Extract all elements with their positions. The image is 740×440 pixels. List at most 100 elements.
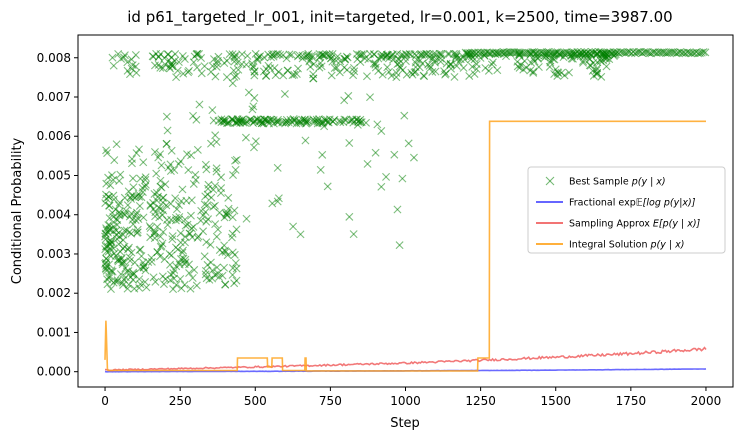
scatter-point-stroke (567, 48, 576, 57)
scatter-point-stroke (129, 183, 138, 192)
scatter-point-stroke (232, 51, 241, 60)
scatter-point-stroke (288, 71, 297, 80)
scatter-point (593, 64, 601, 73)
scatter-point-stroke (336, 57, 345, 66)
scatter-point-stroke (287, 50, 296, 59)
scatter-point (152, 169, 161, 178)
scatter-point-stroke (116, 247, 125, 256)
scatter-point (127, 248, 136, 257)
scatter-point (156, 232, 165, 241)
scatter-point-stroke (103, 149, 112, 158)
scatter-point-stroke (192, 115, 201, 124)
scatter-point-stroke (214, 52, 223, 61)
scatter-point (160, 53, 169, 62)
scatter-point-stroke (428, 67, 437, 76)
scatter-point-stroke (250, 67, 259, 76)
scatter-point (231, 156, 240, 165)
scatter-point (102, 146, 111, 155)
scatter-point (184, 166, 193, 175)
scatter-point-stroke (395, 59, 404, 68)
scatter-point (199, 211, 208, 220)
scatter-point (113, 234, 121, 243)
scatter-point-stroke (273, 115, 282, 124)
scatter-point (267, 53, 276, 62)
scatter-point-stroke (119, 280, 128, 289)
legend-marker-stroke (545, 176, 555, 186)
scatter-point-stroke (428, 54, 437, 63)
scatter-point-stroke (377, 53, 386, 62)
scatter-point-stroke (146, 201, 155, 210)
scatter-point-stroke (336, 118, 345, 127)
scatter-point (203, 260, 212, 269)
scatter-point-stroke (408, 70, 417, 79)
scatter-point-stroke (701, 48, 710, 57)
scatter-point (250, 143, 258, 152)
scatter-point (116, 209, 125, 218)
scatter-point (149, 273, 158, 282)
scatter-point-stroke (249, 102, 258, 111)
scatter-point-stroke (213, 263, 222, 272)
scatter-point-stroke (114, 257, 123, 266)
scatter-point-stroke (167, 146, 176, 155)
scatter-point-stroke (181, 215, 190, 224)
scatter-point-stroke (425, 49, 434, 58)
scatter-point-stroke (349, 71, 358, 80)
scatter-point-stroke (579, 58, 588, 67)
scatter-point-stroke (458, 52, 467, 61)
scatter-point (187, 151, 196, 160)
scatter-point-stroke (166, 199, 175, 208)
scatter-point-stroke (242, 60, 251, 69)
scatter-point-stroke (387, 71, 396, 80)
scatter-point-stroke (130, 258, 139, 267)
scatter-point (602, 62, 611, 71)
scatter-point (105, 201, 114, 210)
scatter-point-stroke (105, 214, 114, 223)
scatter-point (371, 148, 380, 157)
scatter-point-stroke (234, 65, 243, 74)
scatter-point-stroke (312, 115, 321, 124)
scatter-point (393, 205, 402, 214)
scatter-point-stroke (193, 145, 202, 154)
scatter-point-stroke (136, 280, 145, 289)
scatter-point-stroke (122, 267, 131, 276)
y-tick-label: 0.005 (37, 168, 71, 182)
legend-label: Best Sample p(y | x) (569, 177, 666, 188)
scatter-point-stroke (522, 63, 531, 72)
scatter-point-stroke (582, 49, 591, 58)
scatter-point-stroke (181, 258, 190, 267)
best-sample-scatter (101, 47, 710, 294)
scatter-point-stroke (113, 234, 121, 243)
legend-label-math: p(y | x) (631, 177, 666, 188)
scatter-point (282, 118, 291, 127)
scatter-point (208, 62, 217, 71)
scatter-point-stroke (349, 230, 358, 239)
scatter-point-stroke (411, 58, 420, 67)
legend-marker-x (545, 176, 555, 186)
x-tick-label: 250 (169, 394, 192, 408)
scatter-point-stroke (477, 48, 486, 57)
scatter-point (189, 179, 198, 188)
scatter-point-stroke (210, 270, 219, 279)
scatter-point-stroke (353, 120, 362, 129)
scatter-point-stroke (262, 115, 271, 124)
scatter-point (122, 267, 131, 276)
scatter-point-stroke (212, 164, 221, 173)
scatter-point (235, 116, 244, 125)
scatter-point (409, 153, 418, 162)
scatter-point (102, 254, 111, 263)
scatter-point-stroke (472, 49, 481, 58)
legend-label: Integral Solution p(y | x) (569, 240, 684, 251)
scatter-point (161, 180, 170, 189)
scatter-point (332, 56, 341, 65)
scatter-point (363, 72, 371, 81)
scatter-point-stroke (104, 247, 113, 256)
series-lines (104, 120, 707, 373)
scatter-point (206, 67, 215, 76)
scatter-point (150, 61, 159, 70)
chart-title: id p61_targeted_lr_001, init=targeted, l… (127, 8, 672, 27)
scatter-point (529, 54, 538, 63)
scatter-point-stroke (109, 222, 118, 231)
scatter-point (411, 58, 420, 67)
scatter-point-stroke (405, 49, 414, 58)
scatter-point-stroke (443, 49, 452, 58)
